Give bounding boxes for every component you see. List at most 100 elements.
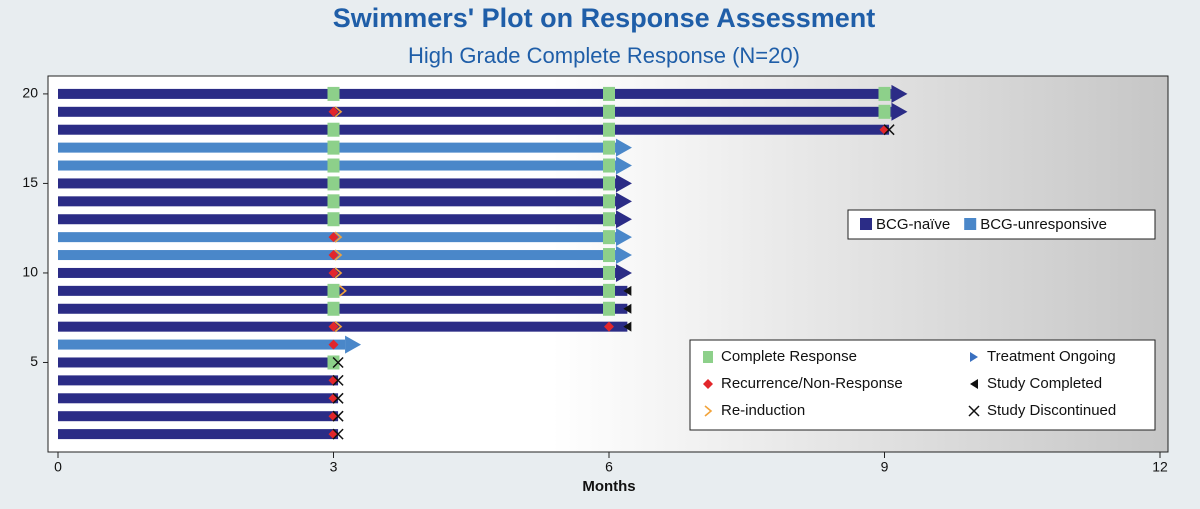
bar [58,321,628,332]
bar [58,339,346,350]
bar [58,88,892,99]
recurrence-marker [328,321,339,332]
legend-swatch [860,218,872,230]
x-axis-label: Months [582,478,635,495]
cr-marker [603,248,615,263]
recurrence-marker [328,339,339,350]
legend-label: Study Discontinued [987,402,1116,419]
discontinued-marker [332,410,344,422]
legend-label: Re-induction [721,402,805,419]
legend-symbol [968,405,980,417]
legend-label: Recurrence/Non-Response [721,375,903,392]
legend-symbol [703,351,713,363]
cr-marker [603,230,615,245]
reinduction-marker [334,106,343,118]
group-legend [847,209,1156,240]
bar [58,106,892,117]
cr-marker [327,140,340,155]
chart-title: Swimmers' Plot on Response Assessment [333,3,876,33]
x-tick-label: 3 [330,459,338,475]
cr-marker [327,194,340,209]
legend-symbol [703,379,713,389]
cr-marker [327,301,340,316]
x-tick-label: 9 [881,459,889,475]
ongoing-arrow [615,156,632,175]
recurrence-marker [328,232,339,243]
x-tick-label: 0 [54,459,62,475]
ongoing-arrow [345,335,362,354]
legend-swatch [964,218,977,230]
discontinued-marker [332,392,344,404]
legend-symbol [704,405,713,417]
completed-marker [623,285,632,296]
ongoing-arrow [615,228,632,247]
cr-marker [603,194,615,209]
bar [58,411,339,422]
legend-symbol [970,379,978,389]
bar [58,375,339,386]
discontinued-marker [332,428,344,440]
cr-marker [603,176,615,191]
marker-legend [689,339,1156,431]
bar [58,429,339,440]
cr-marker [878,104,891,119]
y-tick-label: 5 [30,353,38,369]
bar [58,357,339,368]
legend-label: Treatment Ongoing [987,348,1116,365]
reinduction-marker [334,267,343,279]
legend-label: Complete Response [721,348,857,365]
reinduction-marker [334,231,343,243]
x-tick-label: 12 [1152,459,1168,475]
cr-marker [603,140,615,155]
ongoing-arrow [891,102,908,121]
ongoing-arrow [615,192,632,211]
cr-marker [327,158,340,173]
legend-label: Study Completed [987,375,1102,392]
bar [58,303,628,314]
chart-subtitle: High Grade Complete Response (N=20) [408,43,800,68]
discontinued-marker [883,124,895,136]
ongoing-arrow [615,138,632,157]
discontinued-marker [332,356,344,369]
legend-symbol [970,352,978,362]
cr-marker [603,265,615,280]
cr-marker [603,86,615,101]
cr-marker [327,355,340,370]
legend-label: BCG-unresponsive [980,216,1107,233]
cr-marker [327,122,340,137]
completed-marker [623,321,632,332]
bar [58,124,890,135]
y-tick-label: 20 [22,85,38,101]
ongoing-arrow [615,174,632,193]
cr-marker [327,176,340,191]
bar [58,285,628,296]
recurrence-marker [604,321,614,332]
recurrence-marker [328,267,339,278]
y-tick-label: 10 [22,264,38,280]
cr-marker [603,283,615,298]
y-tick-label: 15 [22,174,38,190]
cr-marker [603,212,615,227]
legend-label: BCG-naïve [876,216,950,233]
cr-marker [603,104,615,119]
recurrence-marker [328,250,339,261]
cr-marker [327,86,340,101]
reinduction-marker [334,249,343,261]
recurrence-marker [328,106,339,117]
cr-marker [878,86,891,101]
discontinued-marker [332,374,344,386]
reinduction-marker [339,285,347,297]
cr-marker [603,122,615,137]
cr-marker [327,283,340,298]
cr-marker [327,212,340,227]
ongoing-arrow [615,210,632,229]
cr-marker [603,301,615,316]
bar [58,393,339,404]
completed-marker [623,303,632,314]
cr-marker [603,158,615,173]
reinduction-marker [334,321,343,333]
ongoing-arrow [615,263,632,282]
x-tick-label: 6 [605,459,613,475]
